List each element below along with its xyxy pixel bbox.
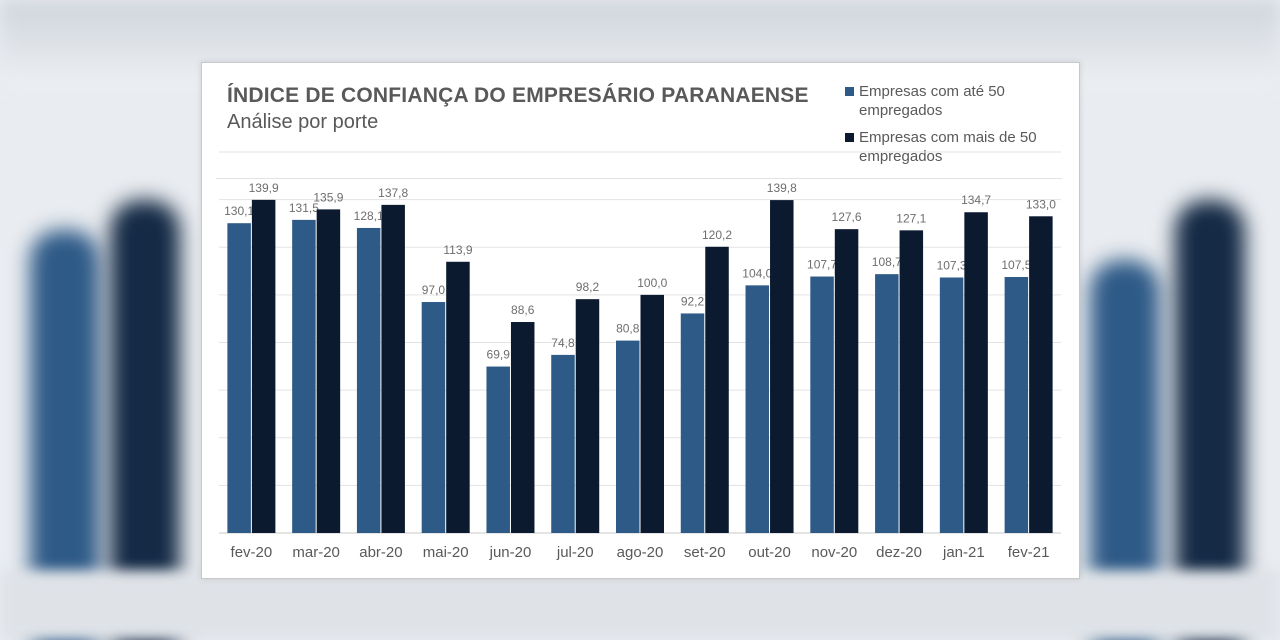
x-tick-label: fev-21 <box>1008 544 1050 561</box>
data-label-series-1: 107,3 <box>937 258 967 272</box>
data-label-series-1: 69,9 <box>487 348 511 362</box>
x-tick-label: jun-20 <box>489 544 532 561</box>
bar-series-2 <box>316 209 341 533</box>
blurred-floor <box>0 570 1280 640</box>
data-label-series-2: 137,8 <box>378 186 408 200</box>
legend-label-series-1: Empresas com até 50 empregados <box>859 83 1005 119</box>
data-label-series-2: 113,9 <box>443 243 472 257</box>
bar-series-1 <box>680 313 705 533</box>
data-label-series-2: 120,2 <box>702 228 732 242</box>
x-tick-label: nov-20 <box>811 544 857 561</box>
data-label-series-2: 98,2 <box>576 280 600 294</box>
data-label-series-1: 108,7 <box>872 255 902 269</box>
header-separator <box>216 178 1062 179</box>
bar-series-2 <box>964 212 988 534</box>
bar-series-2 <box>899 230 924 533</box>
x-tick-label: set-20 <box>684 544 726 561</box>
bar-series-1 <box>810 276 834 533</box>
data-label-series-1: 92,2 <box>681 294 705 308</box>
bar-series-1 <box>939 277 964 533</box>
x-tick-label: ago-20 <box>617 544 664 561</box>
data-label-series-2: 133,0 <box>1026 197 1056 211</box>
x-tick-label: jan-21 <box>942 544 985 561</box>
x-tick-label: abr-20 <box>359 544 402 561</box>
chart-legend: Empresas com até 50 empregados Empresas … <box>845 82 1065 174</box>
data-label-series-2: 135,9 <box>313 190 343 204</box>
bar-series-1 <box>875 274 899 533</box>
data-label-series-1: 97,0 <box>422 283 446 297</box>
bar-series-1 <box>356 227 381 534</box>
data-label-series-2: 127,6 <box>832 210 862 224</box>
data-label-series-2: 139,8 <box>767 181 797 195</box>
legend-swatch-series-2 <box>845 133 854 142</box>
x-tick-label: dez-20 <box>876 544 922 561</box>
data-label-series-2: 88,6 <box>511 303 535 317</box>
legend-swatch-series-1 <box>845 87 854 96</box>
x-tick-label: mai-20 <box>423 544 469 561</box>
bar-series-2 <box>575 299 600 533</box>
bar-series-1 <box>292 219 316 533</box>
chart-card: ÍNDICE DE CONFIANÇA DO EMPRESÁRIO PARANA… <box>201 62 1080 579</box>
blurred-bar <box>110 200 180 640</box>
bar-series-1 <box>1004 277 1029 533</box>
data-label-series-2: 100,0 <box>637 276 667 290</box>
bar-series-2 <box>770 200 794 533</box>
legend-item-series-1: Empresas com até 50 empregados <box>845 82 1065 120</box>
data-label-series-2: 139,9 <box>249 181 279 195</box>
bar-series-1 <box>551 354 575 533</box>
bar-series-2 <box>640 294 664 533</box>
x-tick-label: jul-20 <box>556 544 594 561</box>
chart-title: ÍNDICE DE CONFIANÇA DO EMPRESÁRIO PARANA… <box>227 84 809 107</box>
bar-series-2 <box>446 261 470 533</box>
data-label-series-1: 128,1 <box>354 209 384 223</box>
data-label-series-1: 74,8 <box>551 336 575 350</box>
bar-series-2 <box>381 204 405 533</box>
bar-series-2 <box>834 229 859 533</box>
x-tick-label: out-20 <box>748 544 791 561</box>
bar-series-2 <box>510 322 535 533</box>
data-label-series-1: 104,0 <box>742 266 772 280</box>
bar-series-1 <box>616 340 640 533</box>
bar-series-2 <box>251 199 276 533</box>
x-tick-label: mar-20 <box>292 544 340 561</box>
bar-series-2 <box>705 246 729 533</box>
data-label-series-1: 107,7 <box>807 258 837 272</box>
x-tick-label: fev-20 <box>231 544 273 561</box>
bar-series-1 <box>421 302 446 533</box>
bar-series-1 <box>486 366 510 533</box>
bar-series-1 <box>227 223 251 533</box>
chart-subtitle: Análise por porte <box>227 111 379 133</box>
bar-series-2 <box>1029 216 1053 533</box>
data-label-series-1: 130,1 <box>224 204 254 218</box>
data-label-series-1: 131,5 <box>289 201 319 215</box>
blurred-bar <box>1175 200 1245 640</box>
data-label-series-1: 107,5 <box>1001 258 1031 272</box>
bar-series-1 <box>745 285 770 533</box>
data-label-series-2: 134,7 <box>961 193 991 207</box>
data-label-series-1: 80,8 <box>616 322 640 336</box>
data-label-series-2: 127,1 <box>896 211 926 225</box>
